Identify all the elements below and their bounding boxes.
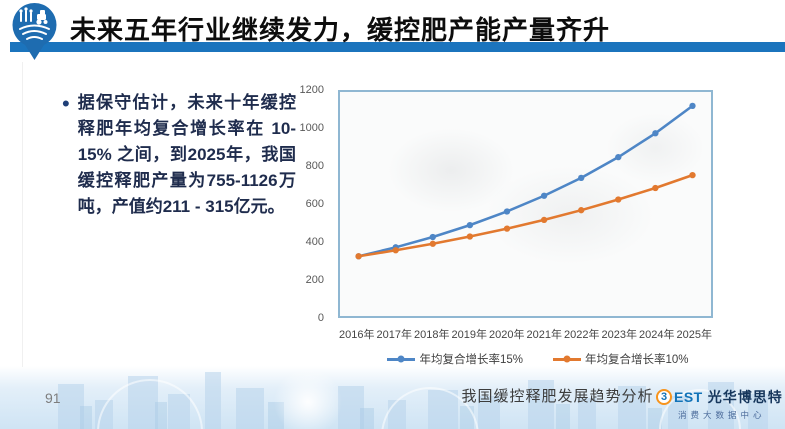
legend-item: 年均复合增长率10% (553, 351, 689, 367)
brand-b-emblem-icon: 3 (656, 389, 672, 405)
series-marker (652, 184, 659, 192)
y-tick-label: 200 (305, 274, 324, 286)
page-title: 未来五年行业继续发力，缓控肥产能产量齐升 (70, 15, 611, 45)
legend-label: 年均复合增长率15% (419, 354, 523, 366)
x-tick-label: 2019年 (451, 329, 487, 341)
chart-series-svg (355, 102, 696, 260)
x-tick-label: 2025年 (676, 329, 712, 341)
brand-cn-text: 光华博思特 (707, 389, 783, 405)
chart-caption: 我国缓控释肥发展趋势分析 (461, 388, 654, 405)
x-tick-label: 2024年 (639, 329, 675, 341)
series-line (358, 104, 694, 258)
legend-marker-icon (553, 357, 581, 361)
y-tick-label: 800 (305, 160, 324, 172)
x-tick-label: 2017年 (376, 329, 412, 341)
legend-label: 年均复合增长率10% (585, 354, 689, 366)
series-marker (615, 196, 622, 203)
x-tick-label: 2023年 (601, 329, 637, 341)
x-tick-label: 2022年 (564, 329, 600, 341)
bullet-block: • 据保守估计，未来十年缓控释肥年均复合增长率在 10-15% 之间，到2025… (62, 90, 296, 220)
series-marker (429, 233, 436, 241)
page-number: 91 (45, 390, 61, 406)
series-marker (578, 207, 585, 214)
y-tick-label: 0 (317, 312, 324, 324)
chart-plot-area (338, 90, 713, 318)
chart-legend: 年均复合增长率15% 年均复合增长率10% (338, 351, 738, 367)
legend-item: 年均复合增长率15% (387, 351, 523, 367)
header-accent-bar (10, 42, 785, 52)
series-marker (652, 130, 659, 137)
legend-marker-icon (387, 357, 416, 361)
x-tick-label: 2021年 (526, 329, 562, 341)
bullet-marker: • (62, 91, 70, 116)
brand-logo: 3 EST 光华博思特 消费大数据中心 (656, 387, 783, 421)
series-marker (689, 102, 696, 109)
x-tick-label: 2016年 (339, 329, 375, 341)
y-tick-label: 600 (305, 198, 324, 210)
series-line (358, 173, 693, 258)
y-tick-label: 1200 (299, 84, 324, 96)
series-marker (615, 153, 622, 161)
series-marker (429, 240, 436, 247)
series-marker (578, 174, 585, 182)
chart-x-axis: 2016年 2017年 2018年 2019年 2020年 2021年 2022年 2023年… (338, 326, 713, 341)
farm-pin-logo-icon (12, 3, 57, 60)
content-left-edge (22, 62, 23, 367)
series-marker (503, 225, 511, 232)
brand-est-text: EST (674, 389, 703, 405)
series-marker (355, 253, 362, 260)
y-tick-label: 1000 (299, 122, 324, 134)
cityscape-graphic (0, 366, 785, 429)
series-marker (466, 233, 474, 240)
brand-subtitle: 消费大数据中心 (678, 410, 766, 420)
chart-y-axis: 0 200 400 600 800 1000 1200 (288, 84, 330, 324)
series-marker (540, 216, 548, 224)
cityscape-svg (58, 368, 768, 429)
bullet-text: 据保守估计，未来十年缓控释肥年均复合增长率在 10-15% 之间，到2025年，… (77, 93, 296, 216)
x-tick-label: 2020年 (489, 329, 525, 341)
series-marker (503, 208, 511, 215)
series-marker (689, 171, 696, 179)
series-marker (540, 192, 548, 199)
series-marker (392, 247, 399, 254)
x-tick-label: 2018年 (414, 329, 450, 341)
series-marker (466, 221, 474, 229)
y-tick-label: 400 (305, 236, 324, 248)
